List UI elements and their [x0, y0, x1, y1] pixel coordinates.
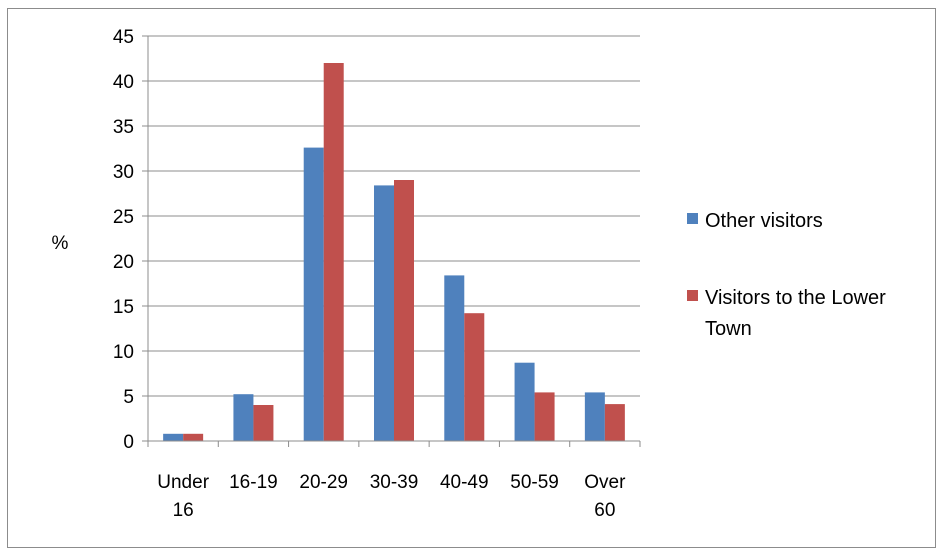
- y-tick-label: 15: [113, 297, 134, 318]
- gridlines: [148, 35, 640, 397]
- x-tick-label: 50-59: [510, 472, 559, 493]
- x-tick-label: Under 16: [157, 472, 209, 521]
- axes: [142, 35, 641, 447]
- bar-series-0: [444, 275, 465, 441]
- y-tick-label: 20: [113, 252, 134, 273]
- y-tick-label: 35: [113, 117, 134, 138]
- bar-series-0: [584, 392, 605, 441]
- y-tick-label: 25: [113, 207, 134, 228]
- bar-series-1: [253, 405, 274, 441]
- bar-series-1: [534, 392, 555, 441]
- bar-series-0: [163, 433, 184, 441]
- y-tick-label: 30: [113, 162, 134, 183]
- x-tick-label: Over 60: [584, 472, 626, 521]
- x-tick-label: 30-39: [370, 472, 419, 493]
- bar-series-0: [374, 185, 394, 441]
- bar-series-0: [233, 394, 254, 441]
- x-tick-label: 40-49: [440, 472, 489, 493]
- bar-series-1: [604, 404, 625, 441]
- y-axis-label: %: [52, 233, 69, 254]
- x-tick-label: 16-19: [229, 472, 278, 493]
- bar-series-0: [514, 362, 535, 441]
- bar-series-1: [464, 313, 485, 441]
- bar-series-0: [303, 147, 324, 441]
- y-tick-label: 40: [113, 72, 134, 93]
- y-tick-label: 10: [113, 342, 134, 363]
- bar-series-1: [183, 433, 204, 441]
- y-tick-label: 0: [123, 432, 134, 453]
- legend-swatch: [687, 213, 698, 224]
- legend-swatch: [687, 290, 698, 301]
- bars: [163, 63, 625, 441]
- y-tick-label: 5: [123, 387, 134, 408]
- legend: Other visitors Visitors to the Lower Town: [687, 210, 886, 340]
- legend-label: Other visitors: [705, 210, 823, 232]
- x-tick-label: 20-29: [299, 472, 348, 493]
- bar-series-1: [323, 63, 344, 441]
- legend-label: Visitors to the Lower Town: [705, 287, 886, 340]
- tick-labels: 0 5 10 15 20 25 30 35 40 45 Under 16 16-19 20-29 30-39…: [113, 27, 626, 521]
- chart-frame: [7, 8, 936, 548]
- y-tick-label: 45: [113, 27, 134, 48]
- bar-series-1: [394, 180, 414, 441]
